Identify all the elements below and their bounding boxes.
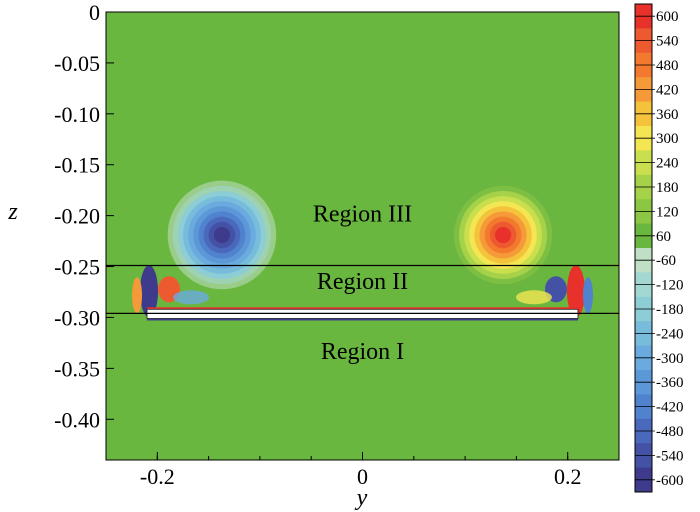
colorbar-label-5: 300 [656, 131, 679, 147]
y-tick-label-2: -0.10 [54, 102, 100, 127]
colorbar-label-8: 120 [656, 204, 679, 220]
region-labels: Region III Region II Region I [313, 202, 412, 365]
colorbar-label-17: -480 [656, 424, 684, 440]
colorbar-label-15: -360 [656, 375, 684, 391]
plate-lower-shear [147, 318, 578, 321]
plot-area: Region III Region II Region I [105, 11, 620, 461]
colorbar-label-10: -60 [656, 253, 676, 269]
y-tick-label-6: -0.30 [54, 305, 100, 330]
y-tick-label-4: -0.20 [54, 204, 100, 229]
y-tick-label-8: -0.40 [54, 407, 100, 432]
x-tick-label-0: -0.2 [140, 464, 175, 489]
vortex-0-band-9 [213, 226, 231, 244]
colorbar-label-16: -420 [656, 400, 684, 416]
tip-core-1 [566, 265, 585, 318]
tip-spread-1 [515, 290, 552, 305]
colorbar-label-13: -240 [656, 326, 684, 342]
colorbar-frame [634, 3, 653, 493]
x-tick-label-1: 0 [357, 464, 368, 489]
colorbar-label-2: 480 [656, 58, 679, 74]
region-boundaries [106, 264, 619, 314]
colorbar-label-12: -180 [656, 302, 684, 318]
x-tick-label-2: 0.2 [554, 464, 582, 489]
y-tick-label-3: -0.15 [54, 153, 100, 178]
tip-spread-0 [173, 290, 210, 305]
y-tick-label-5: -0.25 [54, 255, 100, 280]
tip-core-0 [140, 265, 159, 318]
colorbar-label-6: 240 [656, 156, 679, 172]
colorbar-label-7: 180 [656, 180, 679, 196]
vortex-1-band-9 [494, 226, 512, 244]
colorbar-label-3: 420 [656, 82, 679, 98]
colorbar-label-14: -300 [656, 351, 684, 367]
y-tick-label-7: -0.35 [54, 356, 100, 381]
colorbar: 600 540 480 420 360 300 240 180 120 60 -60 -120 -180… [634, 3, 684, 493]
tip-counter-1 [582, 277, 593, 314]
colorbar-label-4: 360 [656, 107, 679, 123]
region-label-1: Region II [317, 269, 408, 295]
colorbar-label-18: -540 [656, 448, 684, 464]
x-axis-label: y [355, 485, 368, 511]
plate-upper-shear [147, 307, 578, 310]
y-axis: 0 -0.05 -0.10 -0.15 -0.20 -0.25 -0.30 -0.35 -0.4… [54, 0, 114, 432]
colorbar-label-0: 600 [656, 9, 679, 25]
x-axis: -0.2 0 0.2 [105, 452, 620, 489]
y-axis-label: z [7, 199, 18, 225]
colorbar-label-9: 60 [656, 229, 671, 245]
region-label-0: Region III [313, 202, 412, 228]
colorbar-label-19: -600 [656, 473, 684, 489]
y-tick-label-0: 0 [89, 0, 100, 25]
colorbar-label-11: -120 [656, 278, 684, 294]
y-tick-label-1: -0.05 [54, 51, 100, 76]
region-label-2: Region I [321, 339, 404, 365]
tip-counter-0 [132, 277, 143, 314]
vortex-layer [167, 180, 558, 290]
colorbar-label-1: 540 [656, 34, 679, 50]
